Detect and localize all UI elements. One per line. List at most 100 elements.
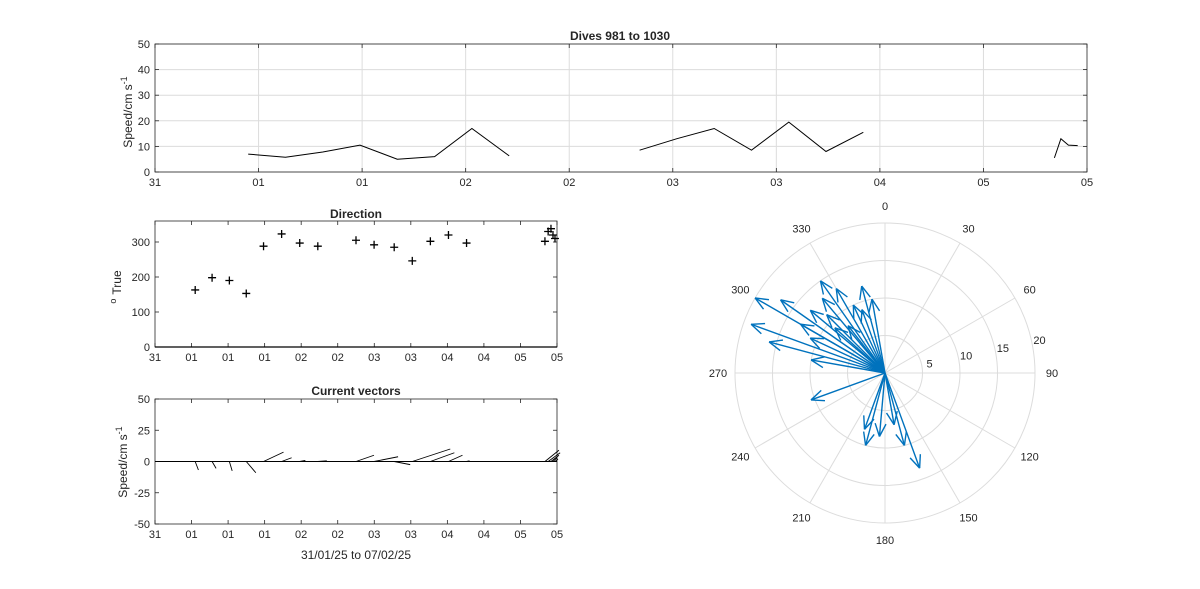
direction-plot: Direction oTrue 31 01 01 01 02 02 03 03 04 04 05 05…: [108, 207, 563, 364]
compass-arrow-head: [810, 356, 825, 361]
vectors-xtick-label: 01: [185, 529, 197, 541]
direction-point: [370, 240, 379, 249]
compass-arrow-shaft: [768, 341, 886, 374]
speed-xtick-label: 31: [149, 177, 161, 189]
compass-arrow-shaft: [811, 359, 886, 374]
direction-ytick-label: 100: [132, 307, 150, 319]
compass-arrow-head: [780, 299, 795, 304]
direction-point: [352, 236, 360, 245]
compass-arrow-head: [810, 389, 822, 401]
speed-series-line: [639, 121, 864, 153]
vectors-xtick-label: 03: [405, 529, 417, 541]
direction-ytick-label: 300: [132, 237, 150, 249]
compass-spoke: [754, 372, 886, 449]
compass-arrow-head: [826, 314, 833, 328]
compass-arrow-shaft: [780, 299, 886, 374]
compass-arrow-head: [819, 280, 825, 295]
compass-arrow-shaft: [884, 372, 921, 469]
compass-arrow-head: [874, 422, 881, 437]
compass-arrow-shaft: [826, 314, 886, 374]
direction-point: [408, 256, 417, 265]
speed-plot: Dives 981 to 1030 Speed/cm s-1 31 01 01 02 0…: [119, 29, 1093, 189]
vectors-xtick-label: 03: [368, 529, 380, 541]
compass-ring-label: 15: [997, 343, 1009, 355]
current-vectors-xlabel: 31/01/25 to 07/02/25: [301, 548, 411, 562]
speed-ytick-label: 30: [138, 90, 150, 102]
current-vector: [547, 452, 561, 462]
current-vector: [355, 454, 375, 462]
vectors-xtick-label: 02: [295, 529, 307, 541]
compass-spoke: [884, 297, 1016, 374]
compass-arrow-head: [878, 423, 887, 437]
speed-ytick-label: 20: [138, 116, 150, 128]
vectors-xtick-label: 04: [478, 529, 490, 541]
direction-ytick-label: 200: [132, 272, 150, 284]
compass-arrow-head: [868, 298, 873, 313]
compass-arrow-head: [809, 337, 821, 349]
direction-xtick-label: 01: [222, 352, 234, 364]
vectors-ytick-label: -25: [134, 488, 150, 500]
compass-angle-label: 330: [792, 223, 810, 235]
compass-ring-label: 10: [960, 351, 972, 363]
speed-ytick-label: 50: [138, 39, 150, 51]
compass-arrow-shaft: [878, 372, 886, 437]
direction-point: [313, 242, 322, 251]
vectors-ytick-label: 50: [138, 394, 150, 406]
compass-arrow-head: [835, 288, 839, 303]
compass-arrow-shaft: [861, 309, 886, 374]
compass-arrow-head: [863, 415, 866, 430]
compass-arrow-head: [834, 327, 842, 341]
compass-arrow-head: [860, 309, 863, 324]
current-vector: [317, 460, 327, 462]
current-vectors-ylabel: Speed/cm s-1: [114, 426, 130, 497]
speed-xtick-label: 01: [356, 177, 368, 189]
compass-arrow-head: [862, 431, 867, 446]
speed-xtick-label: 01: [252, 177, 264, 189]
direction-point: [225, 276, 234, 285]
direction-point: [259, 242, 268, 251]
compass-arrow-shaft: [809, 337, 886, 374]
compass-arrow-shaft: [861, 285, 886, 374]
direction-xtick-label: 03: [368, 352, 380, 364]
current-vector: [211, 461, 217, 469]
current-vector: [552, 457, 558, 462]
current-vector: [374, 456, 399, 462]
vectors-xtick-label: 04: [441, 529, 453, 541]
compass-arrow-head: [755, 297, 770, 301]
compass-arrow-shaft: [819, 280, 886, 374]
compass-arrow-head: [822, 297, 836, 306]
speed-xtick-label: 03: [770, 177, 782, 189]
compass-arrow-head: [895, 433, 905, 446]
compass-arrow-shaft: [884, 372, 906, 446]
compass-arrow-head: [893, 410, 898, 425]
compass-arrow-shaft: [750, 323, 886, 374]
compass-arrow-shaft: [810, 372, 886, 401]
vectors-xtick-label: 01: [259, 529, 271, 541]
vectors-xtick-label: 05: [514, 529, 526, 541]
compass-arrow-head: [852, 305, 855, 320]
compass-angle-label: 300: [731, 285, 749, 297]
current-vector: [448, 454, 463, 462]
compass-arrow-head: [810, 399, 826, 402]
compass-arrow-head: [800, 323, 810, 336]
speed-plot-title: Dives 981 to 1030: [570, 29, 670, 43]
direction-xtick-label: 02: [332, 352, 344, 364]
compass-angle-label: 0: [882, 201, 888, 213]
direction-point: [277, 229, 286, 238]
vectors-xtick-label: 31: [149, 529, 161, 541]
direction-point: [208, 273, 217, 282]
compass-arrow-shaft: [864, 372, 886, 446]
current-vectors-plot: Current vectors Speed/cm s-1 31/01/25 to…: [114, 384, 563, 562]
current-vector: [194, 461, 199, 471]
current-vector: [466, 460, 470, 462]
compass-arrow-head: [859, 285, 863, 301]
direction-point: [191, 285, 200, 294]
compass-arrow-shaft: [871, 299, 886, 374]
compass-arrow-head: [768, 341, 781, 352]
current-vector: [228, 461, 233, 472]
current-vector: [412, 448, 451, 462]
vectors-xtick-label: 01: [222, 529, 234, 541]
compass-angle-label: 90: [1046, 368, 1058, 380]
compass-arrow-shaft: [847, 325, 886, 374]
current-vector: [550, 454, 560, 462]
